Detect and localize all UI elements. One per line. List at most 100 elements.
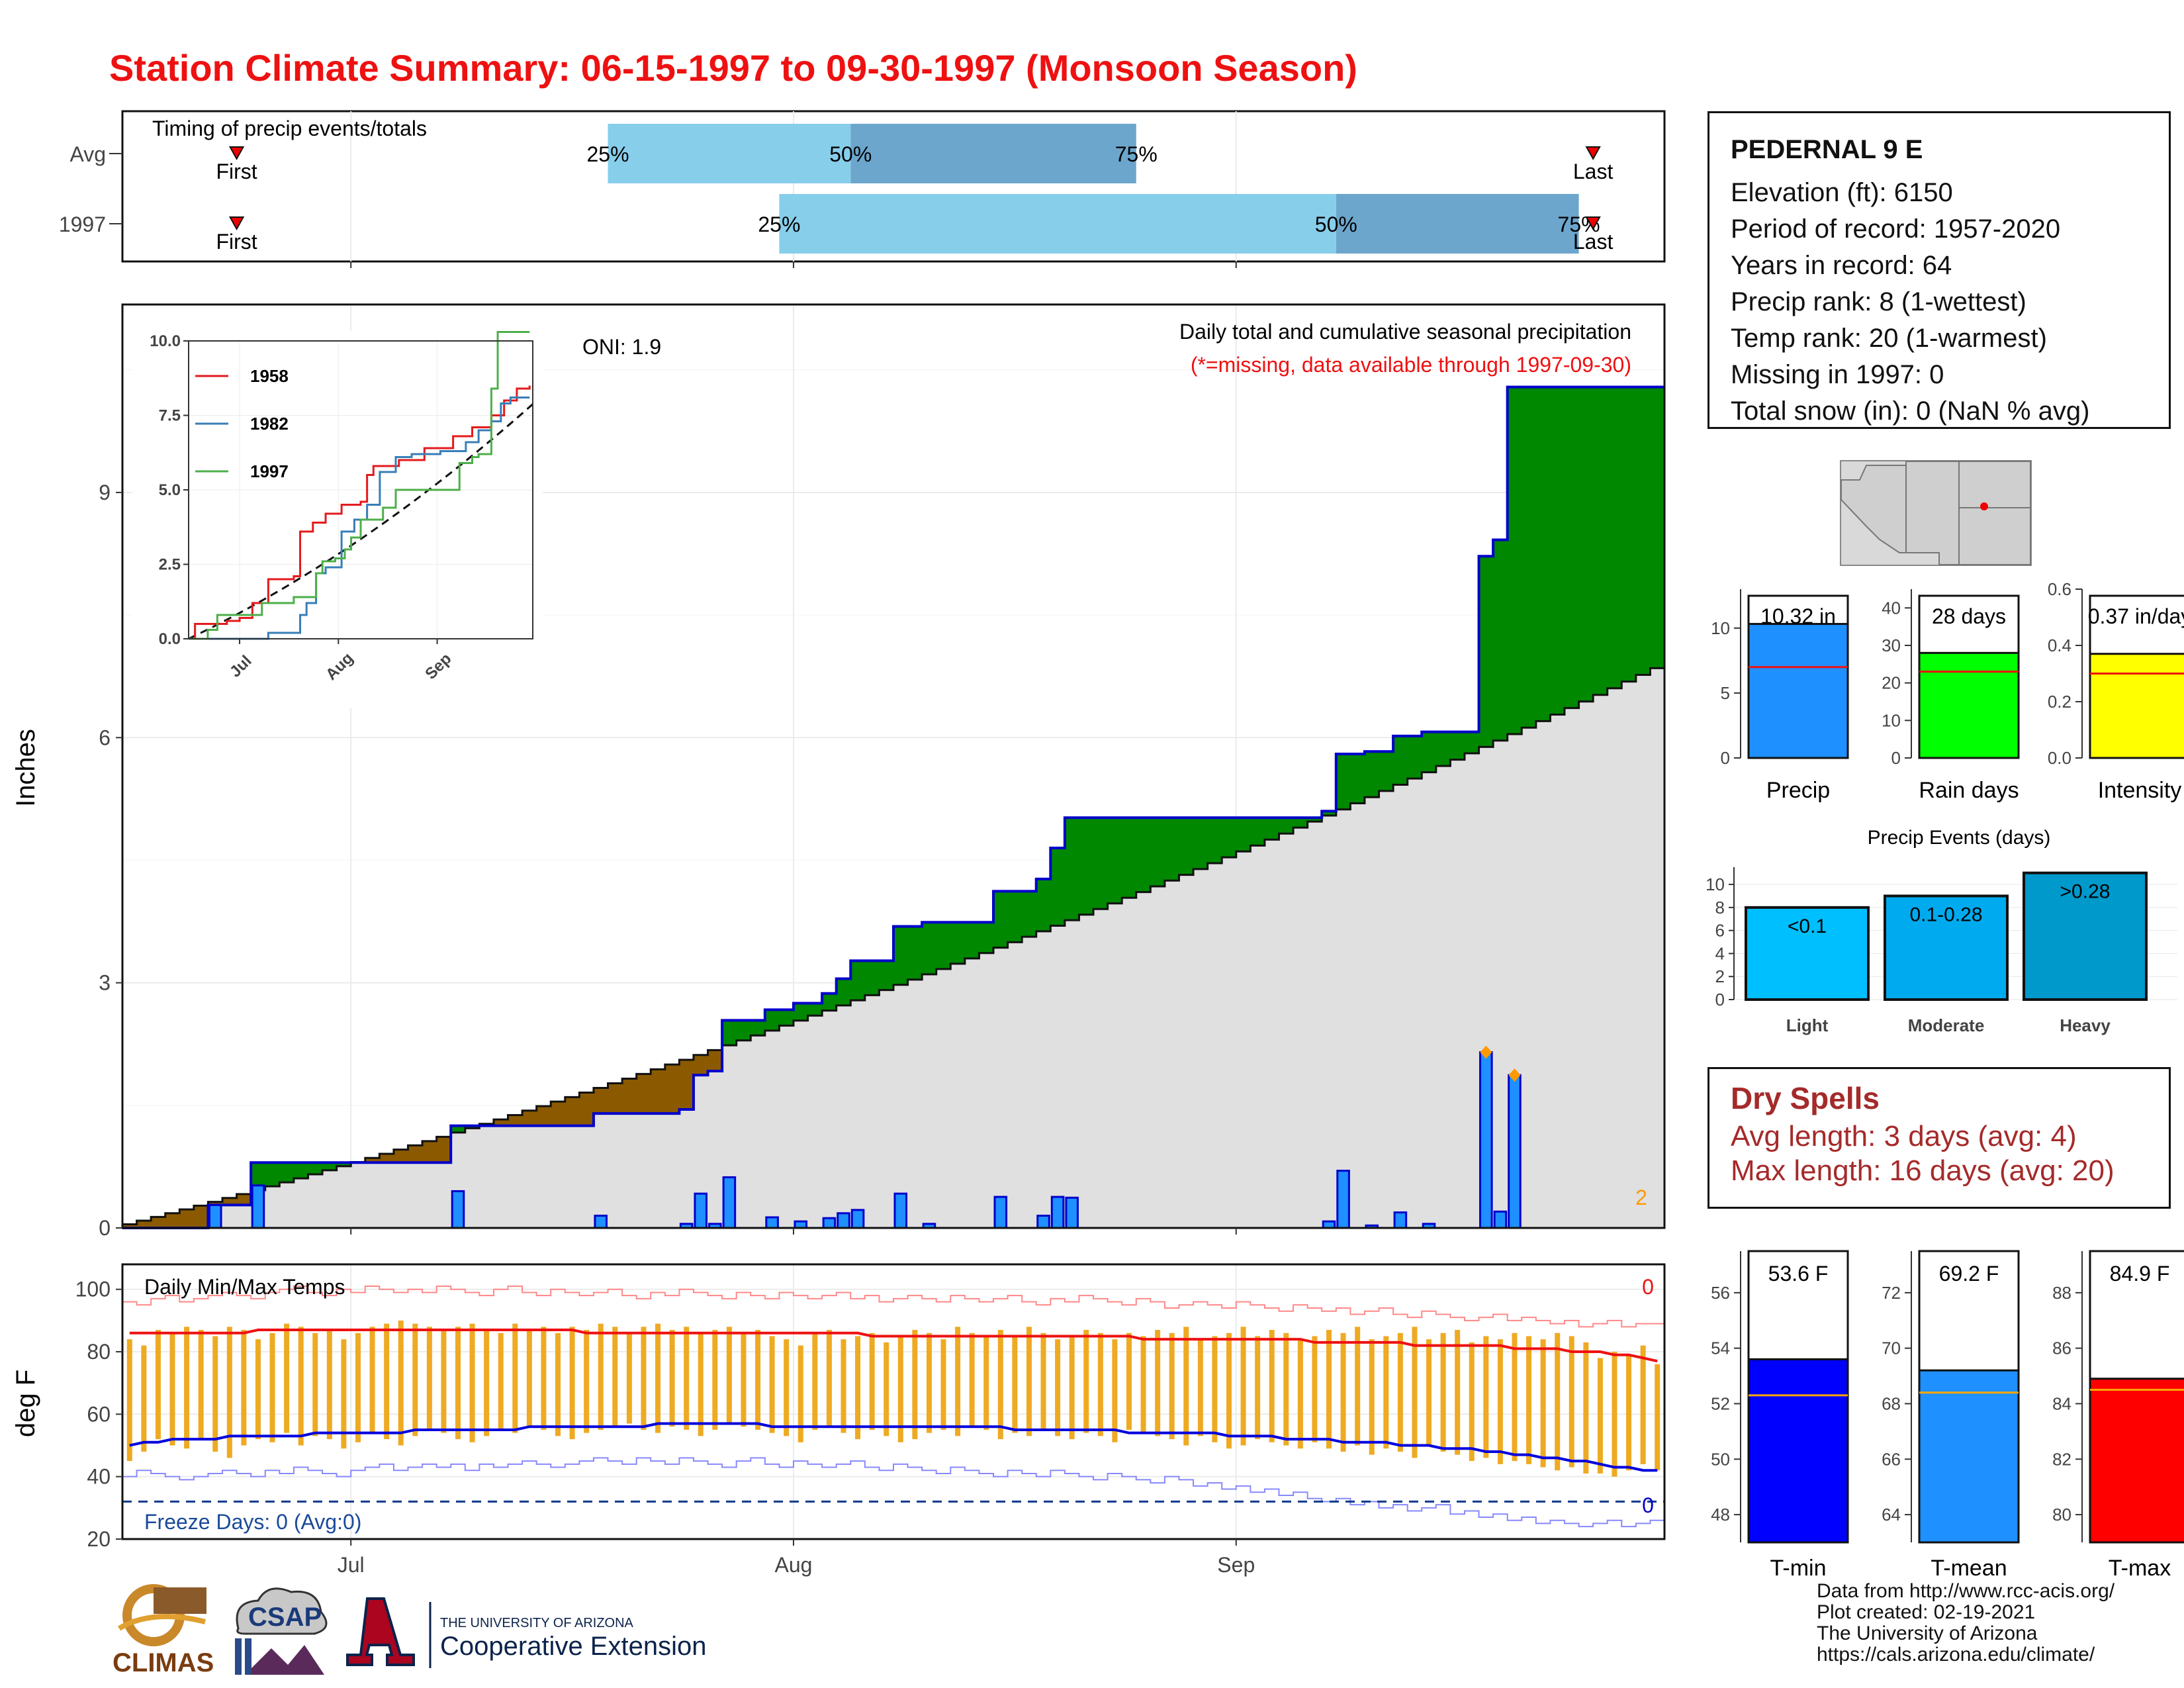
inset-legend-label: 1958 — [250, 366, 289, 386]
events-bar-heavy — [2023, 871, 2148, 1002]
temp-daily-bar — [1240, 1327, 1246, 1446]
temp-daily-bar — [541, 1327, 547, 1430]
timing-first-marker-label: First — [216, 230, 257, 254]
temp-daily-bar — [712, 1330, 718, 1430]
summary-y-tick-label: 0 — [1891, 748, 1901, 768]
inset-y-tick-label: 2.5 — [159, 556, 181, 574]
temp-daily-bar — [1112, 1339, 1118, 1442]
precip-anomaly-fill — [1079, 818, 1094, 915]
station-name: PEDERNAL 9 E — [1731, 135, 1923, 164]
temp-daily-bar — [726, 1327, 732, 1424]
precip-anomaly-fill — [779, 1009, 794, 1026]
temp-daily-bar — [1183, 1327, 1189, 1446]
tempbar-y-tick-label: 48 — [1711, 1505, 1730, 1524]
tempbar-y-tick-label: 50 — [1711, 1449, 1730, 1469]
temp-daily-bar — [983, 1336, 989, 1430]
precip-flag-marker — [1508, 1068, 1521, 1082]
temp-daily-bar — [897, 1336, 903, 1442]
freeze-days-label: Freeze Days: 0 (Avg:0) — [144, 1510, 361, 1534]
precip-anomaly-fill — [279, 1162, 295, 1183]
temp-daily-bar — [1655, 1364, 1661, 1471]
temp-daily-bar — [1555, 1333, 1561, 1471]
tempbar-y-tick-label: 68 — [1882, 1393, 1901, 1413]
inset-y-tick-label: 10.0 — [150, 332, 181, 350]
precip-anomaly-fill — [1350, 753, 1365, 804]
temp-daily-bar — [955, 1327, 961, 1436]
station-location-marker — [1980, 502, 1988, 510]
timing-last-marker — [1585, 146, 1601, 161]
precip-flag-marker — [1480, 1045, 1492, 1059]
dry-spells-avg: Avg length: 3 days (avg: 4) — [1731, 1120, 2077, 1152]
precip-daily-bar — [837, 1212, 850, 1229]
temp-daily-bar — [555, 1333, 561, 1436]
precip-anomaly-fill — [365, 1158, 380, 1163]
precip-anomaly-fill — [979, 922, 994, 953]
timing-pct-label: 25% — [586, 142, 629, 166]
tempbar-value-label: 53.6 F — [1768, 1262, 1829, 1286]
timing-panel: Timing of precip events/totals Avg 25% 50% 7… — [59, 110, 1666, 268]
summary-value-label: 10.32 in — [1760, 604, 1836, 628]
timing-pct-label: 50% — [1315, 212, 1357, 236]
events-y-tick-label: 8 — [1715, 898, 1725, 917]
precip-anomaly-fill — [551, 1102, 566, 1126]
temp-y-tick-label: 100 — [75, 1278, 111, 1301]
temp-daily-bar — [398, 1320, 404, 1446]
timing-row-label: 1997 — [59, 212, 106, 236]
hot-days-count: 0 — [1642, 1275, 1654, 1299]
temp-daily-bar — [1269, 1330, 1275, 1442]
precip-anomaly-fill — [793, 1003, 809, 1021]
temp-daily-bar — [755, 1330, 761, 1430]
climas-logo: CLIMAS — [113, 1584, 214, 1677]
precip-daily-bar — [993, 1196, 1008, 1229]
precip-anomaly-fill — [1550, 387, 1565, 715]
precip-daily-bar — [1393, 1211, 1408, 1229]
temp-summary-bars: 48 50 52 54 56 53.6 F T-min 64 66 68 70 72 69.2 F T-m… — [1711, 1250, 2184, 1581]
inset-legend-label: 1982 — [250, 414, 289, 434]
precip-anomaly-fill — [1607, 387, 1622, 688]
temp-daily-bar — [1026, 1327, 1032, 1436]
events-bar-moderate — [1884, 894, 2009, 1002]
summary-y-tick-label: 40 — [1882, 598, 1901, 618]
timing-first-marker — [228, 216, 245, 231]
summary-bar-precip — [1747, 623, 1849, 759]
precip-anomaly-fill — [1435, 731, 1451, 767]
logos: CLIMAS CSAP THE UNIVERSITY OF ARIZONA Co… — [113, 1584, 706, 1677]
station-line: Missing in 1997: 0 — [1731, 360, 1944, 389]
summary-y-tick-label: 0 — [1721, 748, 1730, 768]
station-line: Temp rank: 20 (1-warmest) — [1731, 324, 2047, 353]
precip-anomaly-fill — [864, 961, 880, 996]
events-x-label: Heavy — [2060, 1015, 2111, 1035]
precip-anomaly-fill — [151, 1217, 166, 1228]
ua-ext-text: Cooperative Extension — [440, 1632, 706, 1661]
timing-row-label: Avg — [69, 142, 106, 166]
precip-anomaly-fill — [1207, 818, 1222, 864]
precip-daily-bar — [451, 1190, 465, 1229]
precip-anomaly-fill — [893, 926, 909, 985]
temp-daily-bar — [169, 1333, 175, 1446]
precip-anomaly-fill — [251, 1162, 266, 1191]
inset-bg — [132, 331, 543, 708]
tempbar-y-tick-label: 86 — [2052, 1338, 2071, 1358]
precip-anomaly-fill — [1250, 818, 1265, 846]
precip-avg-area — [122, 668, 1664, 1228]
precip-anomaly-fill — [1264, 818, 1279, 840]
precip-anomaly-fill — [636, 1074, 651, 1114]
tempbar-y-tick-label: 80 — [2052, 1505, 2071, 1524]
precip-anomaly-fill — [1464, 731, 1480, 754]
station-info-box: PEDERNAL 9 E Elevation (ft): 6150 Period… — [1707, 111, 2171, 429]
station-line: Period of record: 1957-2020 — [1731, 214, 2061, 244]
summary-bars: 0 5 10 10.32 in Precip 0 10 20 30 40 28 days Rain d… — [1711, 579, 2184, 803]
temp-daily-bar — [1369, 1339, 1375, 1455]
precip-anomaly-fill — [308, 1162, 323, 1175]
precip-anomaly-fill — [1179, 818, 1194, 875]
temp-daily-bar — [412, 1323, 418, 1436]
temp-avg-min-line — [129, 1422, 1658, 1472]
precip-y-tick-label: 6 — [99, 726, 111, 749]
temp-daily-bar — [584, 1330, 590, 1433]
precip-anomaly-fill — [751, 1020, 766, 1036]
precip-daily-bar — [1050, 1196, 1065, 1229]
tempbar-t-max — [2089, 1378, 2184, 1544]
events-bin-label: 0.1-0.28 — [1909, 904, 1982, 925]
precip-avg-line — [122, 667, 1664, 1225]
precip-daily-bar — [850, 1209, 865, 1229]
